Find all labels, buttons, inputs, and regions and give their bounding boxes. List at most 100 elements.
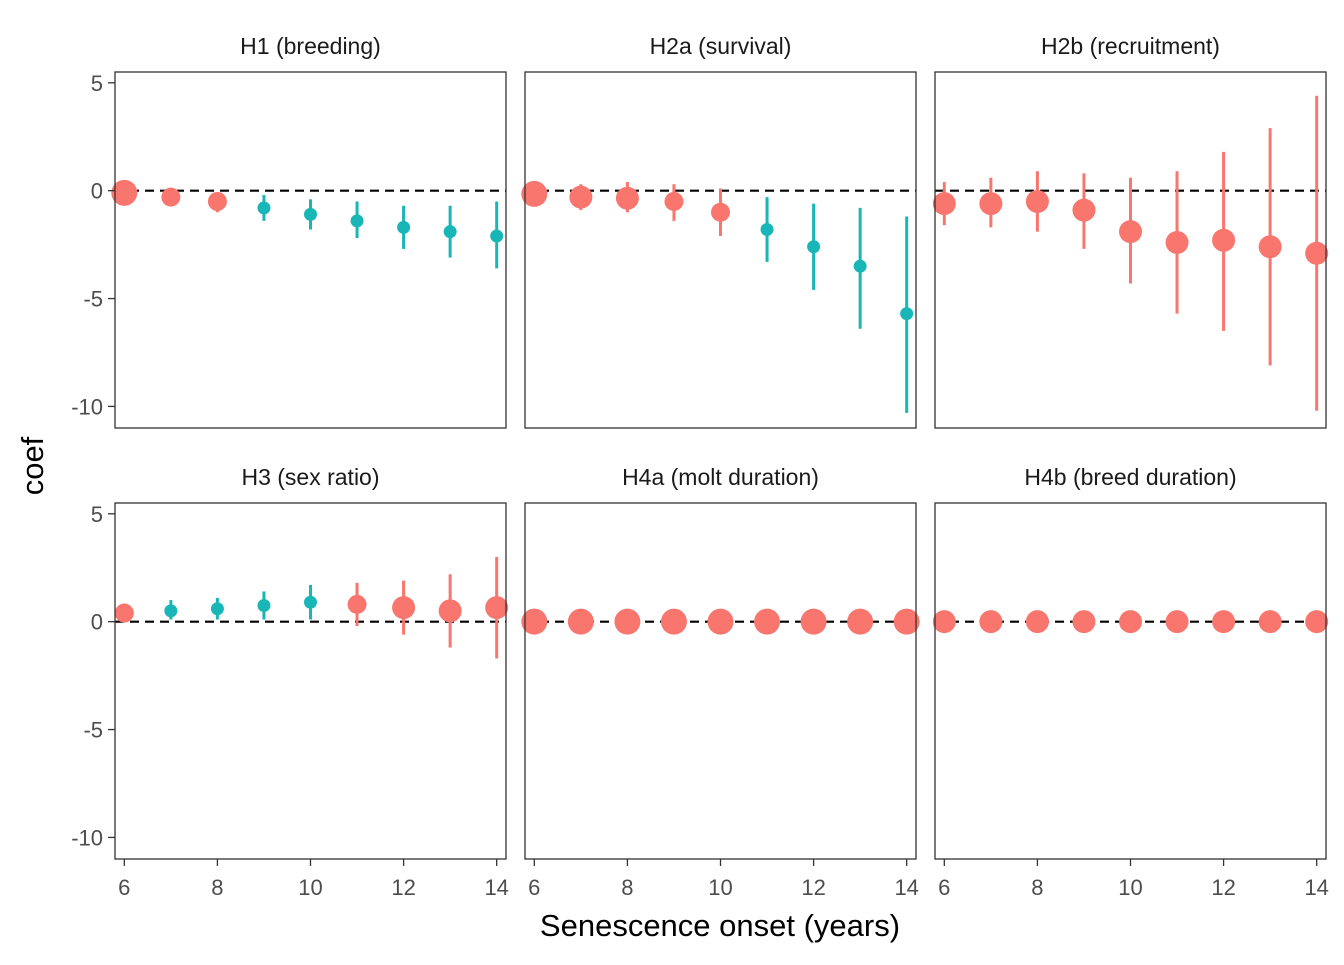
data-point: [521, 608, 548, 635]
data-point: [1072, 198, 1096, 222]
x-tick-label: 12: [801, 875, 825, 900]
panel-border: [524, 502, 917, 860]
data-point: [1119, 610, 1142, 634]
data-point: [853, 259, 867, 273]
x-tick-label: 8: [211, 875, 223, 900]
x-tick-label: 12: [391, 875, 415, 900]
x-tick-label: 10: [298, 875, 322, 900]
x-tick-label: 10: [708, 875, 732, 900]
panel-border: [114, 502, 507, 860]
data-point: [1165, 230, 1189, 254]
data-point: [114, 603, 134, 623]
data-point: [490, 229, 504, 243]
y-axis-label: coef: [15, 436, 50, 495]
facet-title: H2a (survival): [650, 33, 792, 59]
data-point: [350, 214, 364, 228]
data-point: [1258, 610, 1282, 634]
data-point: [979, 610, 1003, 634]
data-point: [760, 223, 774, 237]
facet-title: H2b (recruitment): [1041, 33, 1220, 59]
data-point: [893, 608, 920, 635]
y-tick-label: 5: [91, 502, 103, 527]
data-point: [932, 610, 956, 634]
data-point: [615, 186, 639, 210]
data-point: [711, 202, 730, 222]
data-point: [1258, 235, 1282, 259]
data-point: [111, 179, 138, 206]
data-point: [614, 608, 641, 635]
y-tick-label: -10: [71, 394, 103, 419]
y-tick-label: 0: [91, 179, 103, 204]
facet-panel: H2b (recruitment): [932, 33, 1329, 429]
data-point: [754, 608, 781, 635]
y-tick-label: -5: [83, 287, 103, 312]
data-point: [304, 207, 317, 221]
facet-title: H4b (breed duration): [1024, 464, 1236, 490]
data-point: [392, 596, 416, 620]
facet-title: H3 (sex ratio): [241, 464, 379, 490]
panel-border: [934, 502, 1327, 860]
panel-border: [934, 71, 1327, 429]
x-tick-label: 14: [1304, 875, 1328, 900]
data-point: [569, 185, 593, 209]
y-tick-label: 5: [91, 71, 103, 96]
data-point: [847, 608, 874, 635]
data-point: [1305, 610, 1329, 634]
x-tick-label: 14: [894, 875, 918, 900]
x-axis-label: Senescence onset (years): [540, 908, 900, 943]
data-point: [1305, 241, 1329, 265]
facet-panel: H4b (breed duration) 6 8 10 12 14: [932, 464, 1329, 900]
y-tick-label: -5: [83, 718, 103, 743]
data-point: [485, 596, 509, 620]
x-tick-label: 6: [528, 875, 540, 900]
x-tick-label: 8: [1031, 875, 1043, 900]
data-point: [438, 599, 462, 623]
facet-panel: H4a (molt duration) 6 8 10 12 14: [521, 464, 920, 900]
panel-border: [524, 71, 917, 429]
data-point: [397, 220, 411, 234]
facet-title: H4a (molt duration): [622, 464, 819, 490]
x-tick-label: 14: [484, 875, 508, 900]
facet-panel: H2a (survival): [521, 33, 917, 429]
data-point: [1025, 189, 1049, 213]
x-tick-label: 10: [1118, 875, 1142, 900]
y-tick-label: -10: [71, 825, 103, 850]
facets-layer: H1 (breeding) 5 0 -5 -10 H2a (survival) H2b (r…: [71, 33, 1329, 900]
y-tick-label: 0: [91, 610, 103, 635]
facet-title: H1 (breeding): [240, 33, 381, 59]
x-tick-label: 6: [118, 875, 130, 900]
data-point: [807, 240, 821, 254]
data-point: [800, 608, 827, 635]
data-point: [443, 225, 457, 239]
facet-panel: H3 (sex ratio) 5 0 -5 -10 6 8 10 12 14: [71, 464, 509, 900]
data-point: [567, 608, 594, 635]
panel-border: [114, 71, 507, 429]
data-point: [979, 192, 1003, 216]
data-point: [521, 180, 548, 207]
data-point: [1025, 610, 1049, 634]
data-point: [1072, 610, 1096, 634]
data-point: [707, 608, 734, 635]
data-point: [900, 307, 914, 321]
data-point: [210, 602, 224, 616]
data-point: [1212, 228, 1236, 252]
data-point: [932, 192, 956, 216]
x-tick-label: 6: [938, 875, 950, 900]
facet-panel: H1 (breeding) 5 0 -5 -10: [71, 33, 507, 429]
data-point: [1212, 610, 1236, 634]
data-point: [164, 604, 178, 618]
x-tick-label: 12: [1211, 875, 1235, 900]
data-point: [664, 191, 684, 211]
data-point: [1165, 610, 1189, 634]
data-point: [257, 598, 271, 612]
data-point: [1119, 220, 1142, 244]
x-tick-label: 8: [621, 875, 633, 900]
data-point: [304, 595, 317, 609]
data-point: [207, 191, 227, 211]
data-point: [660, 608, 687, 635]
data-point: [257, 201, 271, 215]
data-point: [347, 594, 367, 614]
data-point: [161, 187, 181, 207]
